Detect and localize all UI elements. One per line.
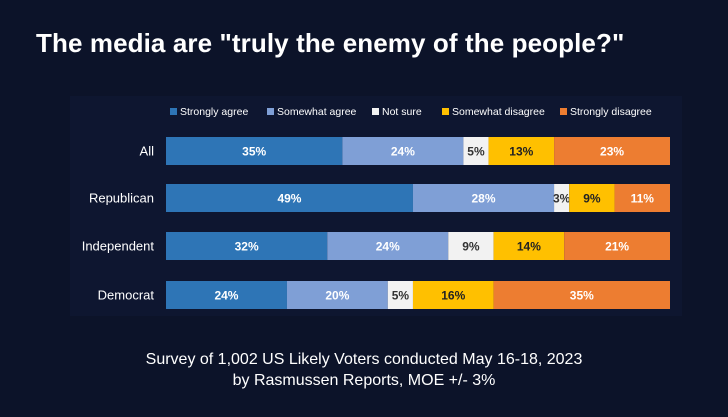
bar-independent-strongly-disagree <box>564 232 670 260</box>
legend-item-somewhat-agree: Somewhat agree <box>267 106 357 118</box>
legend-label: Strongly agree <box>180 106 248 118</box>
chart-panel: Strongly agree Somewhat agree Not sure Some… <box>70 96 682 316</box>
bar-all-somewhat-agree <box>342 137 464 165</box>
bar-democrat-somewhat-disagree <box>412 281 494 309</box>
category-label-republican: Republican <box>89 191 154 206</box>
bar-republican-not-sure <box>554 184 570 212</box>
legend-item-somewhat-disagree: Somewhat disagree <box>442 106 545 118</box>
bar-independent-somewhat-agree <box>327 232 449 260</box>
legend-item-strongly-disagree: Strongly disagree <box>560 106 652 118</box>
bar-democrat-somewhat-agree <box>286 281 388 309</box>
legend-swatch <box>442 108 449 115</box>
legend-swatch <box>372 108 379 115</box>
legend-item-strongly-agree: Strongly agree <box>170 106 248 118</box>
bar-democrat-strongly-agree <box>166 281 287 309</box>
data-label-republican-strongly-agree: 49% <box>277 192 301 206</box>
survey-source-line-2: by Rasmussen Reports, MOE +/- 3% <box>232 372 496 389</box>
data-label-independent-somewhat-agree: 24% <box>376 240 400 254</box>
bar-republican-somewhat-agree <box>412 184 555 212</box>
data-label-democrat-somewhat-agree: 20% <box>325 289 349 303</box>
data-label-democrat-strongly-disagree: 35% <box>570 289 594 303</box>
bar-independent-somewhat-disagree <box>493 232 565 260</box>
legend-swatch <box>267 108 274 115</box>
bar-all-strongly-disagree <box>554 137 670 165</box>
legend-swatch <box>170 108 177 115</box>
data-label-republican-somewhat-disagree: 9% <box>583 192 601 206</box>
legend-item-not-sure: Not sure <box>372 106 422 118</box>
bar-independent-not-sure <box>448 232 494 260</box>
legend-label: Somewhat agree <box>277 106 357 118</box>
data-label-independent-not-sure: 9% <box>462 240 480 254</box>
chart-title: The media are "truly the enemy of the pe… <box>36 28 625 58</box>
survey-source-line-1: Survey of 1,002 US Likely Voters conduct… <box>145 351 583 368</box>
stacked-bar-chart: Strongly agree Somewhat agree Not sure Some… <box>82 106 670 309</box>
data-label-independent-somewhat-disagree: 14% <box>517 240 541 254</box>
data-label-all-somewhat-agree: 24% <box>391 145 415 159</box>
legend-swatch <box>560 108 567 115</box>
data-label-independent-strongly-agree: 32% <box>235 240 259 254</box>
bar-republican-somewhat-disagree <box>569 184 615 212</box>
bar-independent-strongly-agree <box>166 232 328 260</box>
legend-label: Not sure <box>382 106 422 118</box>
bar-democrat-strongly-disagree <box>493 281 670 309</box>
category-label-independent: Independent <box>82 239 155 254</box>
bar-all-strongly-agree <box>166 137 343 165</box>
data-label-all-strongly-disagree: 23% <box>600 145 624 159</box>
bar-democrat-not-sure <box>387 281 413 309</box>
data-label-democrat-strongly-agree: 24% <box>214 289 238 303</box>
bar-republican-strongly-agree <box>166 184 413 212</box>
data-label-democrat-not-sure: 5% <box>392 289 410 303</box>
legend-label: Somewhat disagree <box>452 106 545 118</box>
data-label-republican-not-sure: 3% <box>553 192 571 206</box>
category-label-all: All <box>140 144 155 159</box>
data-label-republican-strongly-disagree: 11% <box>631 192 655 206</box>
data-label-independent-strongly-disagree: 21% <box>605 240 629 254</box>
data-label-all-not-sure: 5% <box>467 145 485 159</box>
bar-all-somewhat-disagree <box>488 137 555 165</box>
data-label-republican-somewhat-agree: 28% <box>472 192 496 206</box>
bar-all-not-sure <box>463 137 489 165</box>
category-label-democrat: Democrat <box>98 288 155 303</box>
bar-republican-strongly-disagree <box>614 184 670 212</box>
data-label-all-strongly-agree: 35% <box>242 145 266 159</box>
data-label-democrat-somewhat-disagree: 16% <box>441 289 465 303</box>
legend-label: Strongly disagree <box>570 106 652 118</box>
data-label-all-somewhat-disagree: 13% <box>509 145 533 159</box>
